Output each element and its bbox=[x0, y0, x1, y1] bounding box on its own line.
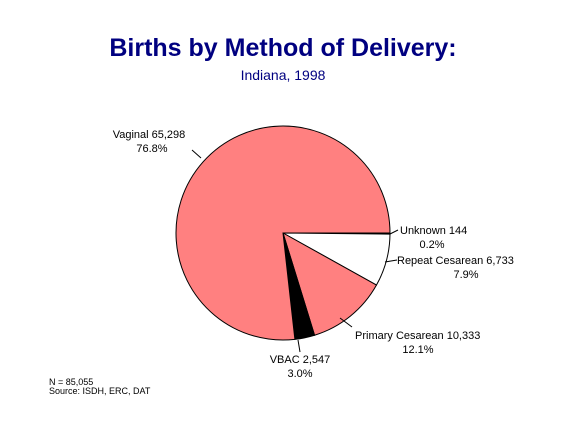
slice-percent-vaginal: 76.8% bbox=[136, 143, 167, 155]
leader-line-vaginal bbox=[191, 149, 202, 159]
slice-label-repeat-cesarean: Repeat Cesarean 6,733 bbox=[397, 255, 514, 267]
slice-label-unknown: Unknown 144 bbox=[400, 225, 467, 237]
slice-percent-unknown: 0.2% bbox=[419, 239, 444, 251]
pie-slice-primary-cesarean bbox=[282, 231, 378, 336]
slice-percent-repeat-cesarean: 7.9% bbox=[453, 269, 478, 281]
leader-line-vbac bbox=[297, 339, 301, 353]
sample-size-note: N = 85,055 bbox=[49, 377, 94, 387]
leader-line-repeat-cesarean bbox=[384, 259, 398, 263]
leader-line-unknown bbox=[389, 229, 399, 235]
leader-line-primary-cesarean bbox=[339, 317, 353, 328]
slice-label-vbac: VBAC 2,547 bbox=[270, 354, 331, 366]
slice-label-vaginal: Vaginal 65,298 bbox=[113, 129, 186, 141]
slice-percent-primary-cesarean: 12.1% bbox=[402, 344, 433, 356]
slice-percent-vbac: 3.0% bbox=[287, 368, 312, 380]
source-note: Source: ISDH, ERC, DAT bbox=[49, 386, 151, 396]
pie-slice-vaginal bbox=[175, 125, 391, 341]
chart-subtitle: Indiana, 1998 bbox=[240, 67, 326, 83]
slice-label-primary-cesarean: Primary Cesarean 10,333 bbox=[355, 330, 480, 342]
chart-title: Births by Method of Delivery: bbox=[109, 34, 457, 62]
